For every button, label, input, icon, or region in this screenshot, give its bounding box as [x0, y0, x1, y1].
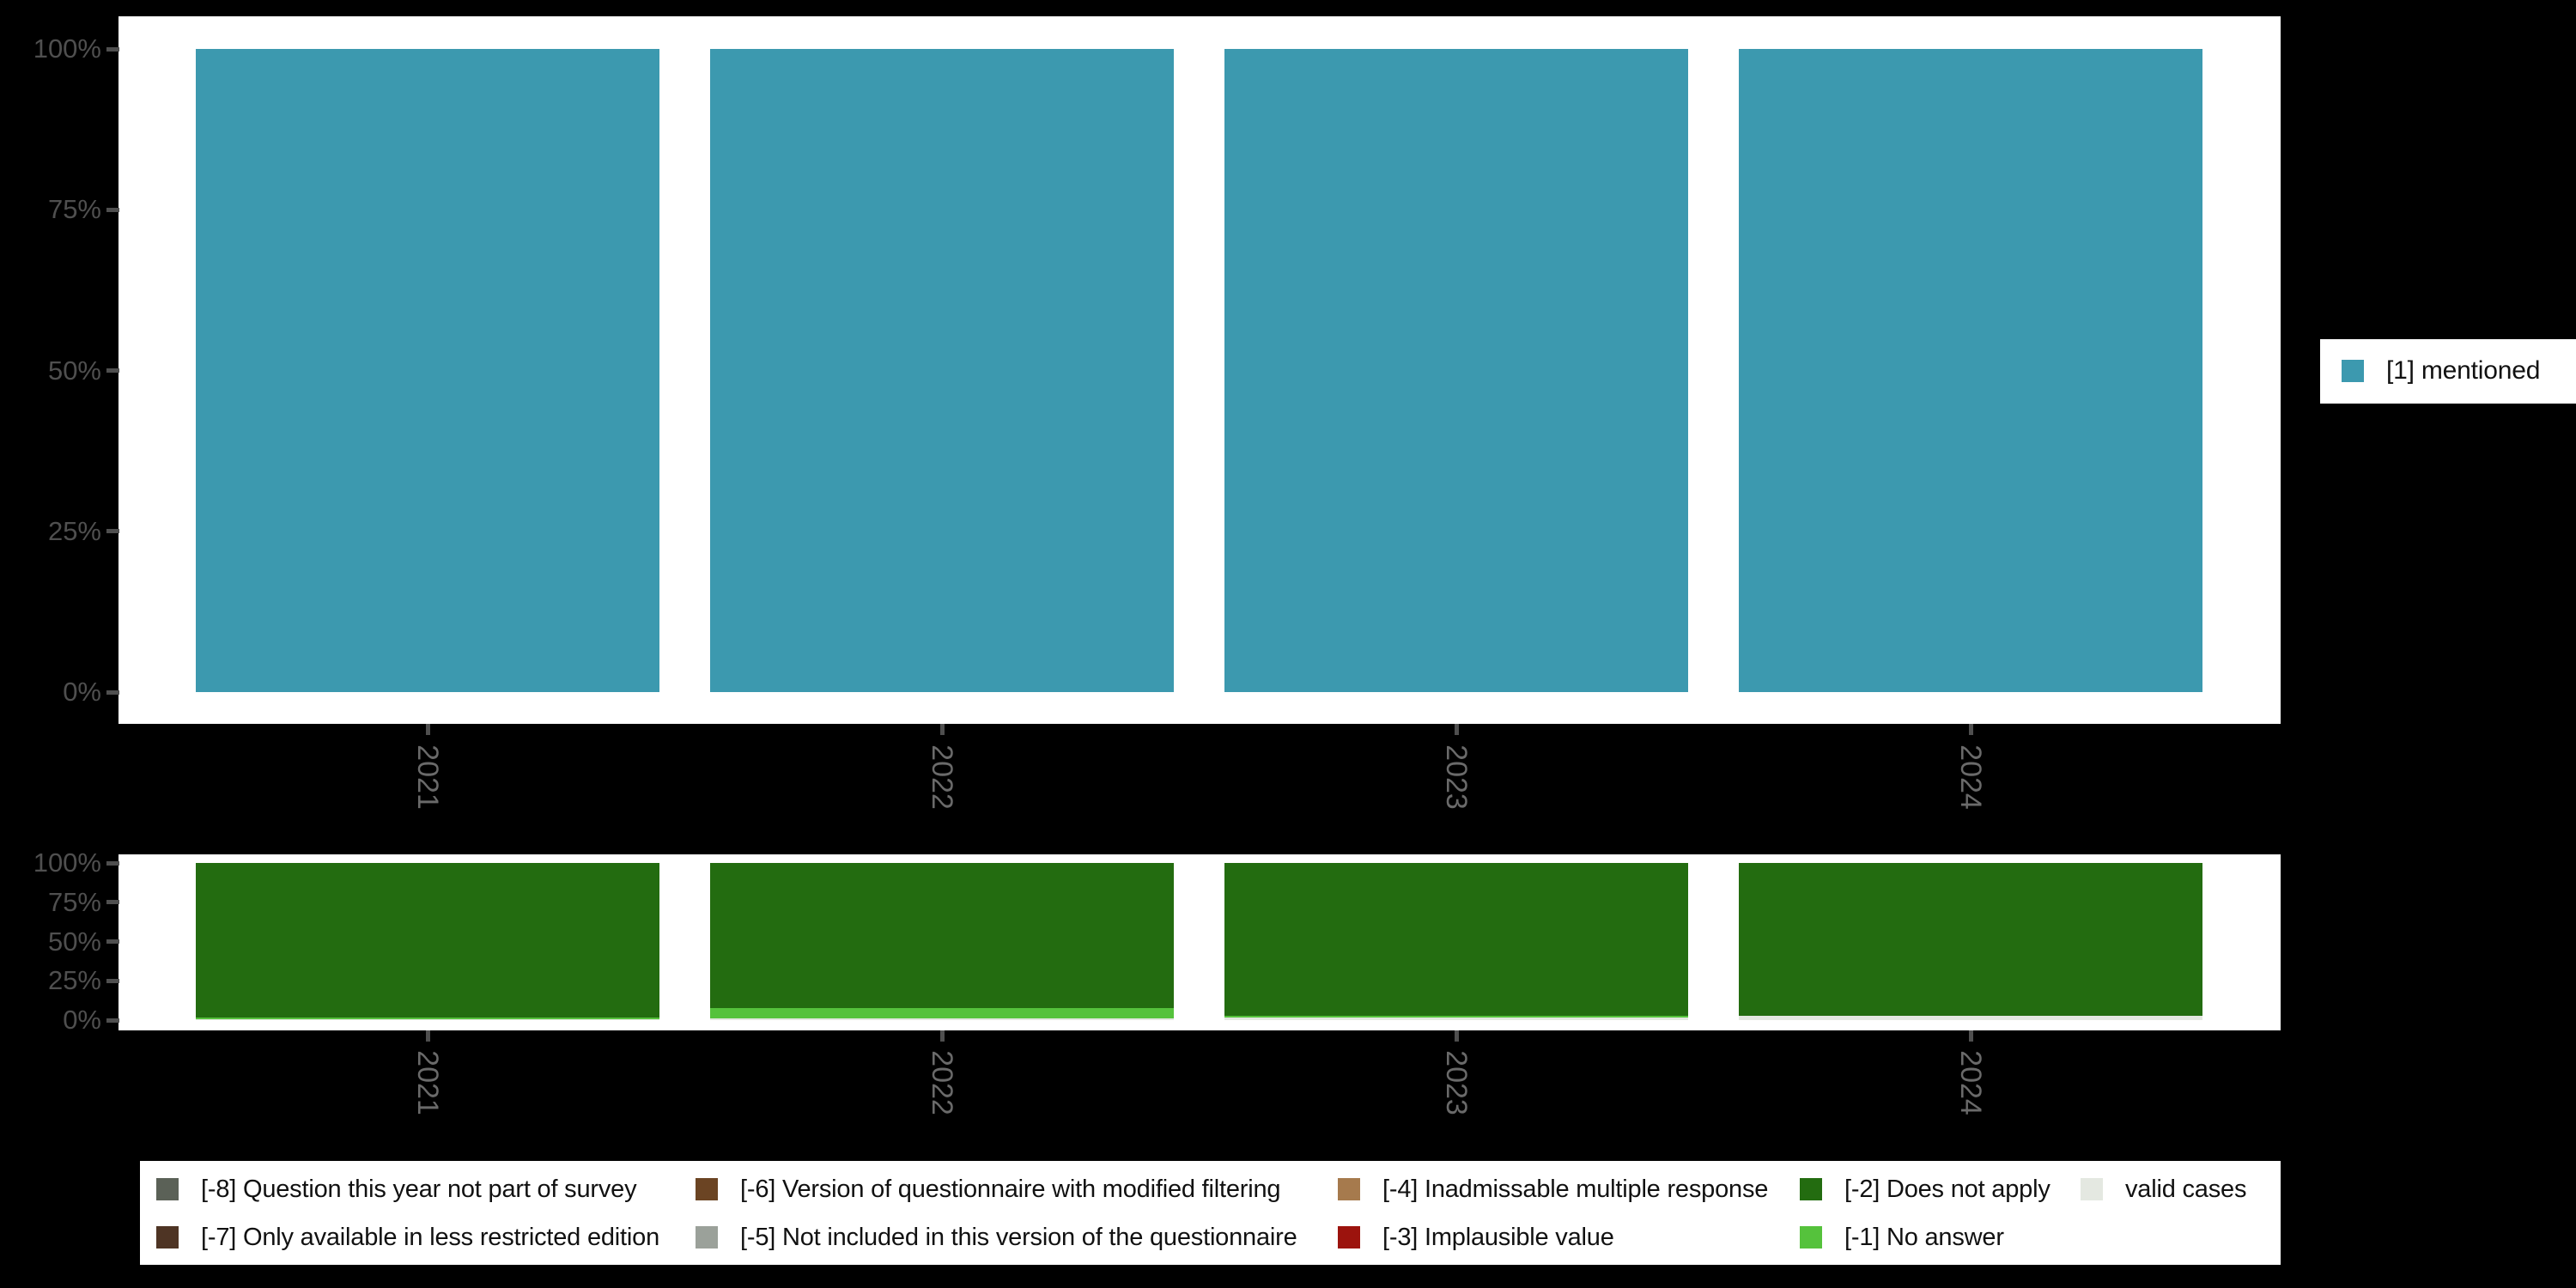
legend-item: [-8] Question this year not part of surv…: [156, 1176, 637, 1203]
bar-segment: [1224, 1017, 1688, 1020]
legend-label: [-4] Inadmissable multiple response: [1382, 1175, 1769, 1203]
legend-swatch-mentioned-icon: [2342, 360, 2364, 382]
legend-swatch-icon: [696, 1226, 718, 1249]
bar-2021: [196, 863, 659, 1020]
bar-2024: [1739, 49, 2202, 692]
bar-2021: [196, 49, 659, 692]
bar-2022: [710, 49, 1174, 692]
legend-item: [-4] Inadmissable multiple response: [1338, 1176, 1768, 1203]
legend-item: valid cases: [2081, 1176, 2246, 1203]
y-axis-tick-mark: [106, 1018, 119, 1023]
y-axis-tick-label: 75%: [47, 194, 101, 225]
y-axis-tick-label: 25%: [47, 515, 101, 546]
x-axis-label-2024: 2024: [1954, 744, 1987, 810]
bar-segment: [1224, 49, 1688, 692]
y-axis-tick-mark: [106, 368, 119, 373]
y-axis-tick-mark: [106, 46, 119, 52]
x-axis-label-2022: 2022: [926, 744, 958, 810]
x-axis-label-2024: 2024: [1954, 1050, 1987, 1115]
legend-label: [-6] Version of questionnaire with modif…: [740, 1175, 1281, 1203]
bar-segment: [710, 863, 1174, 1008]
x-axis-tick-mark: [425, 1030, 430, 1042]
legend-item: [-7] Only available in less restricted e…: [156, 1223, 659, 1251]
legend-swatch-icon: [156, 1178, 179, 1200]
legend-swatch-icon: [156, 1226, 179, 1249]
legend-label-mentioned: [1] mentioned: [2386, 356, 2541, 385]
legend-label: [-1] No answer: [1844, 1223, 2004, 1251]
bar-2023: [1224, 49, 1688, 692]
y-axis-tick-mark: [106, 860, 119, 866]
x-axis-label-2021: 2021: [411, 1050, 444, 1115]
y-axis-tick-mark: [106, 978, 119, 983]
legend-right: [1] mentioned: [2320, 339, 2576, 404]
bar-segment: [196, 49, 659, 692]
bar-segment: [1739, 1016, 2202, 1020]
y-axis-tick-mark: [106, 207, 119, 212]
x-axis-tick-mark: [1968, 1030, 1973, 1042]
y-axis-tick-label: 100%: [33, 33, 101, 64]
y-axis-tick-label: 25%: [47, 965, 101, 996]
y-axis-tick-mark: [106, 529, 119, 534]
legend-label: valid cases: [2125, 1175, 2247, 1203]
bar-segment: [1224, 1016, 1688, 1018]
y-axis-tick-label: 75%: [47, 886, 101, 917]
bar-segment: [196, 863, 659, 1018]
y-axis-tick-mark: [106, 939, 119, 944]
bar-segment: [1739, 863, 2202, 1017]
bar-2024: [1739, 863, 2202, 1020]
legend-bottom: [-8] Question this year not part of surv…: [140, 1161, 2281, 1265]
y-axis-tick-mark: [106, 690, 119, 695]
legend-item: [-1] No answer: [1800, 1223, 2004, 1251]
bar-segment: [1739, 49, 2202, 692]
legend-item: [-5] Not included in this version of the…: [696, 1223, 1297, 1251]
legend-label: [-8] Question this year not part of surv…: [201, 1175, 637, 1203]
legend-swatch-icon: [696, 1178, 718, 1200]
legend-label: [-3] Implausible value: [1382, 1223, 1614, 1251]
bar-segment: [1224, 863, 1688, 1017]
legend-item: [-3] Implausible value: [1338, 1223, 1614, 1251]
y-axis-tick-label: 100%: [33, 848, 101, 878]
bar-2023: [1224, 863, 1688, 1020]
legend-swatch-icon: [1338, 1226, 1360, 1249]
x-axis-tick-mark: [425, 724, 430, 735]
legend-swatch-icon: [1800, 1178, 1822, 1200]
legend-swatch-icon: [1800, 1226, 1822, 1249]
legend-label: [-5] Not included in this version of the…: [740, 1223, 1297, 1251]
legend-label: [-7] Only available in less restricted e…: [201, 1223, 659, 1251]
chart-panel-top: [118, 16, 2281, 724]
bar-segment: [196, 1018, 659, 1020]
legend-item: [-2] Does not apply: [1800, 1176, 2050, 1203]
chart-panel-bottom: [118, 854, 2281, 1030]
x-axis-tick-mark: [1968, 724, 1973, 735]
x-axis-label-2023: 2023: [1440, 744, 1473, 810]
y-axis-tick-label: 0%: [63, 677, 101, 707]
y-axis-tick-label: 50%: [47, 926, 101, 957]
x-axis-tick-mark: [939, 1030, 945, 1042]
y-axis-tick-mark: [106, 900, 119, 905]
y-axis-tick-label: 50%: [47, 355, 101, 386]
x-axis-tick-mark: [939, 724, 945, 735]
legend-swatch-icon: [2081, 1178, 2103, 1200]
legend-item-mentioned: [1] mentioned: [2342, 356, 2540, 385]
x-axis-label-2021: 2021: [411, 744, 444, 810]
x-axis-label-2023: 2023: [1440, 1050, 1473, 1115]
bar-segment: [710, 1018, 1174, 1020]
x-axis-tick-mark: [1454, 724, 1459, 735]
y-axis-tick-label: 0%: [63, 1005, 101, 1035]
bar-2022: [710, 863, 1174, 1020]
legend-label: [-2] Does not apply: [1844, 1175, 2050, 1203]
bar-segment: [710, 49, 1174, 692]
legend-item: [-6] Version of questionnaire with modif…: [696, 1176, 1281, 1203]
x-axis-tick-mark: [1454, 1030, 1459, 1042]
x-axis-label-2022: 2022: [926, 1050, 958, 1115]
legend-swatch-icon: [1338, 1178, 1360, 1200]
bar-segment: [710, 1007, 1174, 1018]
